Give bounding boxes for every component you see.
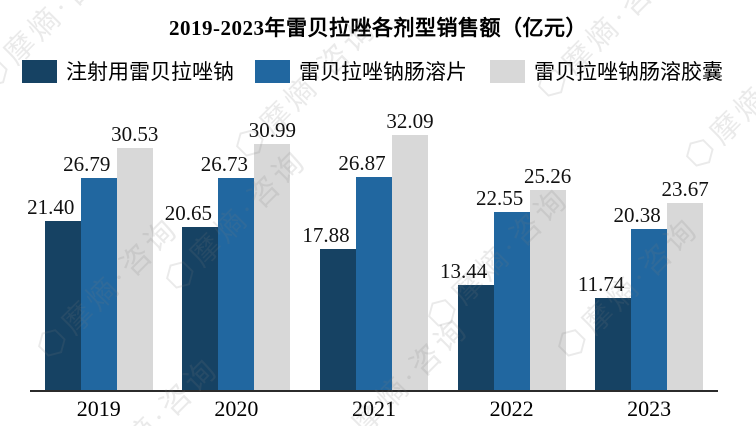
bar-group-2020: 20.65 26.73 30.99	[165, 0, 306, 392]
bar-value-label: 23.67	[661, 176, 709, 201]
bar-injection-2019: 21.40	[27, 196, 81, 392]
bar-capsule-2023: 23.67	[662, 178, 709, 392]
bar-injection-2020: 20.65	[165, 202, 219, 392]
plot-area: 21.40 26.79 30.53 20.65 26.73 30.99 17.88 26.87…	[27, 0, 718, 392]
bar-value-label: 32.09	[386, 109, 434, 134]
bar-tablet-2019: 26.79	[63, 153, 117, 392]
legend-swatch-tablet	[255, 59, 290, 83]
x-axis-line	[30, 390, 718, 392]
bar-tablet-2023: 20.38	[614, 205, 668, 392]
x-axis-label-2023: 2023	[627, 396, 672, 421]
bar-tablet-2022: 22.55	[476, 187, 530, 392]
bar-capsule-2020: 30.99	[249, 120, 296, 392]
bar-tablet-2020: 26.73	[201, 154, 255, 392]
bar-value-label: 30.53	[111, 121, 159, 146]
bar-value-label: 21.40	[27, 194, 75, 219]
bar-value-label: 13.44	[439, 258, 488, 283]
bar-value-label: 20.65	[164, 200, 213, 225]
x-axis-label-2019: 2019	[76, 396, 121, 421]
legend-item-injection: 注射用雷贝拉唑钠	[22, 56, 234, 86]
bar-value-label: 25.26	[523, 163, 572, 188]
bar-group-2022: 13.44 22.55 25.26	[440, 0, 581, 392]
x-axis-labels: 2019 2020 2021 2022 2023	[30, 396, 718, 422]
bar-value-label: 20.38	[613, 203, 661, 227]
bar-value-label: 11.74	[577, 272, 625, 297]
legend-item-tablet: 雷贝拉唑钠肠溶片	[255, 56, 467, 86]
legend-label-tablet: 雷贝拉唑钠肠溶片	[299, 60, 467, 84]
legend-item-capsule: 雷贝拉唑钠肠溶胶囊	[490, 56, 723, 86]
x-axis-label-2021: 2021	[351, 396, 396, 421]
bar-capsule-2022: 25.26	[524, 165, 571, 392]
bar-group-2019: 21.40 26.79 30.53	[27, 0, 168, 392]
bar-value-label: 26.73	[200, 152, 249, 177]
legend-swatch-injection	[22, 59, 57, 83]
x-axis-label-2022: 2022	[489, 396, 534, 421]
legend: 注射用雷贝拉唑钠 雷贝拉唑钠肠溶片 雷贝拉唑钠肠溶胶囊	[0, 56, 756, 84]
bar-injection-2022: 13.44	[440, 260, 494, 392]
x-axis-label-2020: 2020	[214, 396, 259, 421]
bar-value-label: 26.87	[338, 151, 386, 175]
legend-swatch-capsule	[490, 59, 525, 83]
bar-group-2023: 11.74 20.38 23.67	[578, 0, 718, 392]
bar-value-label: 26.79	[63, 151, 111, 176]
bar-value-label: 17.88	[302, 223, 350, 247]
chart-title: 2019-2023年雷贝拉唑各剂型销售额（亿元）	[169, 16, 587, 40]
bar-value-label: 22.55	[475, 185, 524, 210]
bar-injection-2023: 11.74	[578, 274, 632, 392]
bar-tablet-2021: 26.87	[338, 153, 392, 392]
legend-label-capsule: 雷贝拉唑钠肠溶胶囊	[534, 60, 723, 84]
bar-value-label: 30.99	[248, 118, 297, 143]
legend-label-injection: 注射用雷贝拉唑钠	[66, 60, 234, 84]
bar-capsule-2021: 32.09	[386, 111, 434, 392]
bar-group-2021: 17.88 26.87 32.09	[302, 0, 443, 392]
bar-injection-2021: 17.88	[302, 225, 356, 392]
bar-capsule-2019: 30.53	[111, 123, 158, 392]
